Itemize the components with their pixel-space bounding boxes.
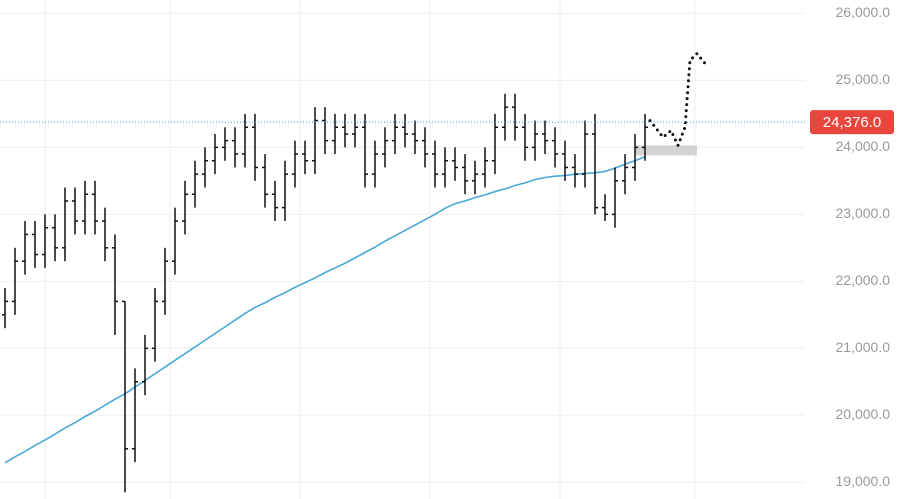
vertical-grid — [44, 0, 696, 499]
moving-average — [4, 155, 646, 464]
y-tick-label: 19,000.0 — [836, 473, 891, 489]
last-price-box — [810, 110, 894, 135]
y-tick-label: 20,000.0 — [836, 406, 891, 422]
zone — [635, 145, 697, 156]
y-tick-label: 21,000.0 — [836, 339, 891, 355]
y-tick-label: 24,000.0 — [836, 138, 891, 154]
y-tick-label: 23,000.0 — [836, 205, 891, 221]
projection — [648, 51, 710, 150]
y-tick-label: 22,000.0 — [836, 272, 891, 288]
y-tick-label: 26,000.0 — [836, 4, 891, 20]
y-tick-label: 25,000.0 — [836, 71, 891, 87]
last-price-label: 24,376.0 — [823, 114, 881, 131]
